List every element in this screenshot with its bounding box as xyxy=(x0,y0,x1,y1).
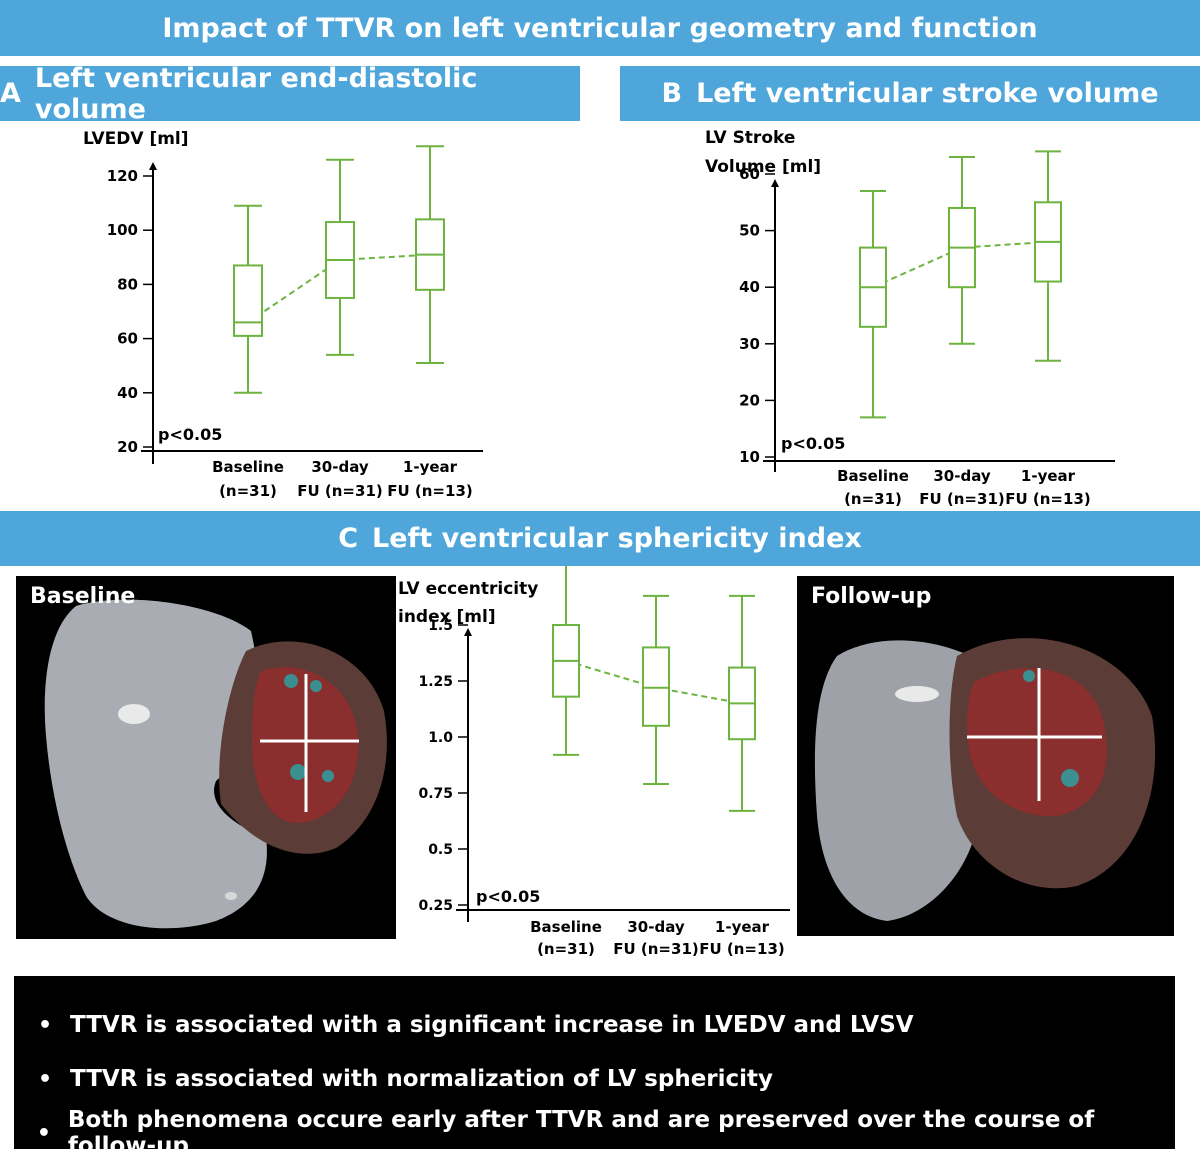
followup-ct-scan: Follow-up xyxy=(797,576,1174,936)
x-category-label: 30-day xyxy=(627,918,684,936)
panel-c-banner: C Left ventricular sphericity index xyxy=(0,511,1200,566)
title-banner: Impact of TTVR on left ventricular geome… xyxy=(0,0,1200,56)
panel-a-heading: Left ventricular end-diastolic volume xyxy=(34,62,478,125)
p-value-annotation: p<0.05 xyxy=(158,425,222,444)
summary-item: • TTVR is associated with a significant … xyxy=(14,998,1175,1052)
y-tick-label: 0.25 xyxy=(418,898,453,914)
median-trend-line xyxy=(872,240,1049,289)
bullet-icon: • xyxy=(36,1120,51,1146)
panel-b-letter: B xyxy=(661,78,683,109)
summary-item: • Both phenomena occure early after TTVR… xyxy=(14,1106,1175,1160)
panel-c-heading: Left ventricular sphericity index xyxy=(372,523,862,554)
panel-b-banner: B Left ventricular stroke volume xyxy=(620,66,1200,121)
p-value-annotation: p<0.05 xyxy=(476,887,540,906)
x-category-label: Baseline xyxy=(837,467,909,485)
summary-box: • TTVR is associated with a significant … xyxy=(14,976,1175,1159)
bullet-icon: • xyxy=(37,1012,53,1038)
summary-text: Both phenomena occure early after TTVR a… xyxy=(67,1107,1095,1159)
y-axis-arrow-icon xyxy=(464,628,472,636)
lvedv-boxplot: LVEDV [ml] 20 40 60 80 100 120 p<0.05 Baseline (n… xyxy=(83,129,483,500)
followup-scan-image xyxy=(814,638,1156,921)
y-tick-label: 60 xyxy=(739,165,760,183)
panel-a-letter: A xyxy=(0,78,21,109)
bullet-icon: • xyxy=(37,1066,53,1092)
y-axis-label: LVEDV [ml] xyxy=(83,129,189,149)
followup-scan-label: Follow-up xyxy=(811,584,932,609)
x-category-label: FU (n=31) xyxy=(919,490,1004,508)
x-category-label: Baseline xyxy=(212,458,284,476)
summary-item: • TTVR is associated with normalization … xyxy=(14,1052,1175,1106)
x-category-label: 30-day xyxy=(311,458,368,476)
summary-text: TTVR is associated with a significant in… xyxy=(70,1012,914,1038)
baseline-scan-label: Baseline xyxy=(30,584,136,609)
x-category-label: (n=31) xyxy=(219,482,277,500)
y-tick-label: 40 xyxy=(117,384,138,402)
y-tick-label: 30 xyxy=(739,335,760,353)
y-tick-label: 1.0 xyxy=(428,730,453,746)
x-category-label: 1-year xyxy=(1021,467,1076,485)
y-tick-label: 40 xyxy=(739,278,760,296)
x-category-label: 1-year xyxy=(715,918,770,936)
y-tick-label: 10 xyxy=(739,448,760,466)
baseline-ct-scan: Baseline xyxy=(16,576,396,939)
y-axis-label: index [ml] xyxy=(398,607,496,627)
y-tick-label: 50 xyxy=(739,222,760,240)
y-axis-label: Volume [ml] xyxy=(705,157,821,177)
y-axis-arrow-icon xyxy=(149,162,157,170)
y-tick-label: 1.5 xyxy=(428,618,453,634)
y-tick-label: 20 xyxy=(739,391,760,409)
y-tick-label: 0.5 xyxy=(428,842,453,858)
x-category-label: (n=31) xyxy=(537,940,595,958)
y-tick-label: 20 xyxy=(117,438,138,456)
lvei-boxplot: LV eccentricity index [ml] 0.25 0.5 0.75 1.0 1… xyxy=(398,561,790,958)
panel-a-banner: A Left ventricular end-diastolic volume xyxy=(0,63,580,125)
y-tick-label: 0.75 xyxy=(418,786,453,802)
panel-b-heading: Left ventricular stroke volume xyxy=(696,78,1159,109)
lvsv-boxplot: LV Stroke Volume [ml] 10 20 30 40 50 60 p<0.05 Ba… xyxy=(705,128,1115,508)
x-category-label: FU (n=31) xyxy=(613,940,698,958)
x-category-label: FU (n=13) xyxy=(1005,490,1090,508)
y-tick-label: 60 xyxy=(117,330,138,348)
iqr-box xyxy=(642,646,670,727)
x-category-label: 30-day xyxy=(933,467,990,485)
x-category-label: Baseline xyxy=(530,918,602,936)
x-category-label: FU (n=13) xyxy=(387,482,472,500)
y-tick-label: 80 xyxy=(117,275,138,293)
y-tick-label: 100 xyxy=(107,221,138,239)
x-category-label: FU (n=31) xyxy=(297,482,382,500)
p-value-annotation: p<0.05 xyxy=(781,434,845,453)
baseline-scan-image xyxy=(44,599,387,929)
panel-c-letter: C xyxy=(338,523,359,554)
y-tick-label: 1.25 xyxy=(418,674,453,690)
x-category-label: (n=31) xyxy=(844,490,902,508)
y-tick-label: 120 xyxy=(107,167,138,185)
summary-text: TTVR is associated with normalization of… xyxy=(70,1066,774,1092)
y-axis-label: LV eccentricity xyxy=(398,579,538,599)
x-category-label: FU (n=13) xyxy=(699,940,784,958)
x-category-label: 1-year xyxy=(403,458,458,476)
y-axis-label: LV Stroke xyxy=(705,128,795,148)
y-axis-arrow-icon xyxy=(771,179,779,187)
figure-title: Impact of TTVR on left ventricular geome… xyxy=(162,12,1038,44)
iqr-box xyxy=(233,264,263,337)
